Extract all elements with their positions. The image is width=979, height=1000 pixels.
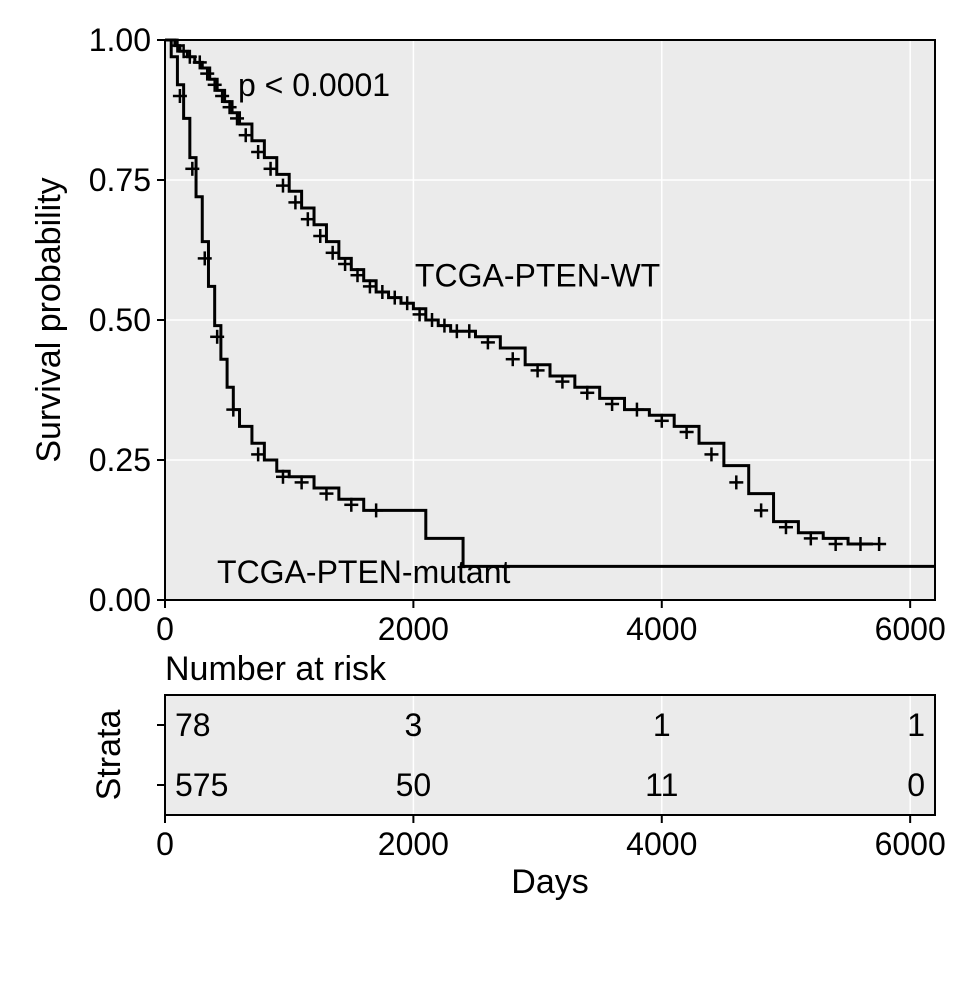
survival-figure: 0 2000 4000 6000 0.00 0.25 0.50 0.75 1.00 Surviva… <box>20 20 959 980</box>
svg-text:1.00: 1.00 <box>89 22 151 58</box>
risk-table-cell: 0 <box>907 767 925 803</box>
risk-table-cell: 78 <box>175 707 211 743</box>
risk-table-cell: 1 <box>653 707 671 743</box>
risk-table-cell: 11 <box>645 767 678 803</box>
svg-text:0: 0 <box>156 611 174 647</box>
risk-table-cell: 50 <box>396 767 432 803</box>
survival-svg: 0 2000 4000 6000 0.00 0.25 0.50 0.75 1.00 Surviva… <box>20 20 959 980</box>
svg-text:0: 0 <box>156 826 174 862</box>
svg-text:0.75: 0.75 <box>89 162 151 198</box>
y-axis-label: Survival probability <box>30 177 68 462</box>
svg-text:0.00: 0.00 <box>89 582 151 618</box>
risk-table-cell: 3 <box>404 707 422 743</box>
svg-text:0.50: 0.50 <box>89 302 151 338</box>
risk-table-title: Number at risk <box>165 650 387 688</box>
risk-table-cell: 575 <box>175 767 228 803</box>
svg-text:0.25: 0.25 <box>89 442 151 478</box>
svg-text:2000: 2000 <box>378 611 449 647</box>
annotation: TCGA-PTEN-mutant <box>217 554 510 590</box>
annotation: p < 0.0001 <box>238 67 390 103</box>
svg-text:2000: 2000 <box>378 826 449 862</box>
svg-text:6000: 6000 <box>875 826 946 862</box>
svg-text:4000: 4000 <box>626 826 697 862</box>
x-axis-label: Days <box>511 863 588 901</box>
annotation: TCGA-PTEN-WT <box>415 257 660 293</box>
risk-table-cell: 1 <box>907 707 925 743</box>
strata-label: Strata <box>90 710 128 801</box>
svg-text:4000: 4000 <box>626 611 697 647</box>
svg-text:6000: 6000 <box>875 611 946 647</box>
